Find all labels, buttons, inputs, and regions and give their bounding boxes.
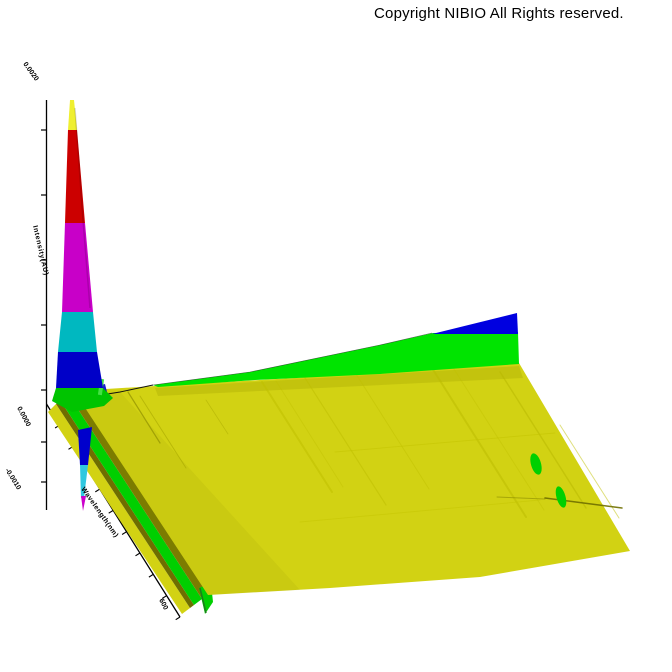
left-valley-line-2 — [68, 390, 208, 599]
main-surface — [74, 363, 630, 595]
minor-green-peaks — [530, 453, 567, 508]
z-tick-label-top: 0.0020 — [21, 61, 39, 83]
back-edge-shading — [155, 366, 523, 396]
peak-band-blue — [56, 352, 103, 388]
copyright-notice: Copyright NIBIO All Rights reserved. — [374, 5, 624, 22]
wavelength-tick-label-end: 600 — [157, 598, 169, 612]
z-axis-ticks — [41, 129, 47, 483]
peak-band-red — [65, 130, 85, 223]
solvent-front-peak — [52, 100, 113, 412]
peak-band-yellow-tip — [68, 100, 77, 130]
baseline-band-blue — [432, 313, 518, 334]
baseline-band-green — [153, 332, 519, 387]
peak-band-green — [52, 388, 113, 412]
peak-band-cyan — [58, 312, 97, 352]
left-valley-line — [56, 400, 194, 608]
z-axis — [41, 100, 48, 510]
negative-spike — [78, 427, 92, 511]
surface-shading — [74, 391, 300, 595]
z-tick-label-negative: -0.0010 — [3, 467, 22, 491]
peak-shade-line — [74, 107, 91, 309]
peak-band-magenta — [62, 223, 93, 312]
back-edge-line-2 — [152, 332, 433, 386]
z-tick-label-zero: 0.0000 — [15, 406, 31, 428]
front-green-ridge — [60, 394, 202, 605]
